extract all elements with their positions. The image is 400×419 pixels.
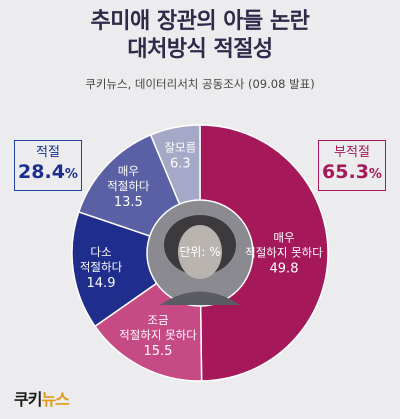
inappropriate-value: 65.3: [322, 161, 369, 183]
slice-value-label: 13.5: [114, 195, 143, 210]
slice-label-text: 매우: [273, 230, 294, 244]
slice-label-text: 적절하지 못하다: [119, 328, 197, 342]
appropriate-value: 28.4: [18, 161, 65, 183]
slice-label-text: 다소: [90, 245, 111, 259]
source-note: 쿠키뉴스, 데이터리서치 공동조사 (09.08 발표): [85, 77, 315, 91]
chart-title-line1: 추미애 장관의 아들 논란: [90, 9, 310, 34]
slice-label-text: 조금: [147, 313, 168, 327]
inappropriate-label: 부적절: [334, 145, 370, 160]
appropriate-label: 적절: [36, 145, 60, 160]
slice-label-text: 잘모름: [164, 140, 196, 154]
chart-title-line2: 대처방식 적절성: [127, 37, 273, 62]
pie-slices: [71, 124, 329, 382]
photo-face: [178, 225, 222, 279]
unit-label: 단위: %: [179, 245, 220, 259]
kuki-news-logo: 쿠키뉴스: [14, 386, 70, 410]
slice-label-text: 적절하다: [80, 260, 123, 274]
slice-label-text: 적절하다: [107, 179, 150, 193]
slice-value-label: 15.5: [143, 344, 172, 359]
logo-part1: 쿠키: [14, 390, 42, 409]
slice-label-text: 적절하지 못하다: [245, 245, 323, 259]
logo-part2: 뉴스: [41, 390, 69, 409]
slice-value-label: 6.3: [170, 156, 191, 171]
slice-value-label: 14.9: [87, 276, 116, 291]
inappropriate-unit: %: [368, 167, 382, 182]
slice-label-text: 매우: [118, 164, 139, 178]
pie-slice: [199, 124, 329, 382]
appropriate-percent: 28.4%: [15, 161, 81, 186]
appropriate-summary-box: 적절 28.4%: [14, 140, 82, 191]
inappropriate-summary-box: 부적절 65.3%: [318, 140, 386, 191]
pie-slice: [71, 210, 202, 328]
center-photo-placeholder: [160, 215, 240, 305]
inappropriate-percent: 65.3%: [319, 161, 385, 186]
photo-shoulders: [160, 291, 240, 305]
slice-value-label: 49.8: [270, 261, 299, 276]
appropriate-unit: %: [64, 167, 78, 182]
